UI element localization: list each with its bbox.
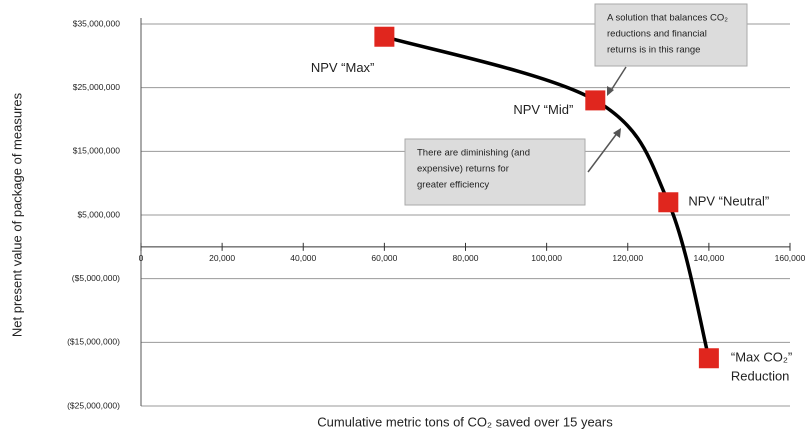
point-label: NPV “Max” (311, 60, 375, 75)
x-tick-label: 60,000 (371, 253, 397, 263)
annotation-box (404, 138, 586, 206)
x-axis-label: Cumulative metric tons of CO₂ saved over… (317, 414, 613, 429)
annotation-text: reductions and financial (607, 29, 707, 40)
annotation-text: greater efficiency (417, 180, 489, 191)
y-tick-label: $5,000,000 (77, 209, 120, 219)
x-tick-label: 120,000 (612, 253, 643, 263)
marker (374, 26, 395, 47)
point-label: Reduction (731, 369, 790, 384)
x-tick-label: 140,000 (694, 253, 725, 263)
arrow-head (607, 86, 614, 96)
y-tick-label: $35,000,000 (73, 18, 121, 28)
x-tick-label: 40,000 (290, 253, 316, 263)
annotation-box (594, 3, 748, 67)
y-tick-label: ($15,000,000) (67, 337, 120, 347)
annotation-text: There are diminishing (and (417, 148, 530, 159)
point-label: “Max CO₂” (731, 350, 792, 365)
y-tick-label: $25,000,000 (73, 82, 121, 92)
x-tick-label: 20,000 (209, 253, 235, 263)
annotation-text: A solution that balances CO₂ (607, 13, 728, 24)
y-tick-label: ($25,000,000) (67, 400, 120, 410)
y-tick-label: ($5,000,000) (72, 273, 120, 283)
marker (658, 192, 679, 213)
marker (585, 90, 606, 111)
arrow-head (613, 128, 621, 138)
x-tick-label: 0 (139, 253, 144, 263)
annotation-text: expensive) returns for (417, 164, 509, 175)
y-tick-label: $15,000,000 (73, 146, 121, 156)
annotation-text: returns is in this range (607, 45, 700, 56)
marker (698, 348, 719, 369)
arrow (609, 66, 627, 93)
x-tick-label: 100,000 (531, 253, 562, 263)
point-label: NPV “Mid” (513, 102, 573, 117)
curve (383, 35, 711, 359)
point-label: NPV “Neutral” (688, 194, 769, 209)
arrow (587, 131, 619, 173)
x-tick-label: 80,000 (453, 253, 479, 263)
x-tick-label: 160,000 (775, 253, 806, 263)
y-axis-label: Net present value of package of measures (9, 92, 24, 337)
